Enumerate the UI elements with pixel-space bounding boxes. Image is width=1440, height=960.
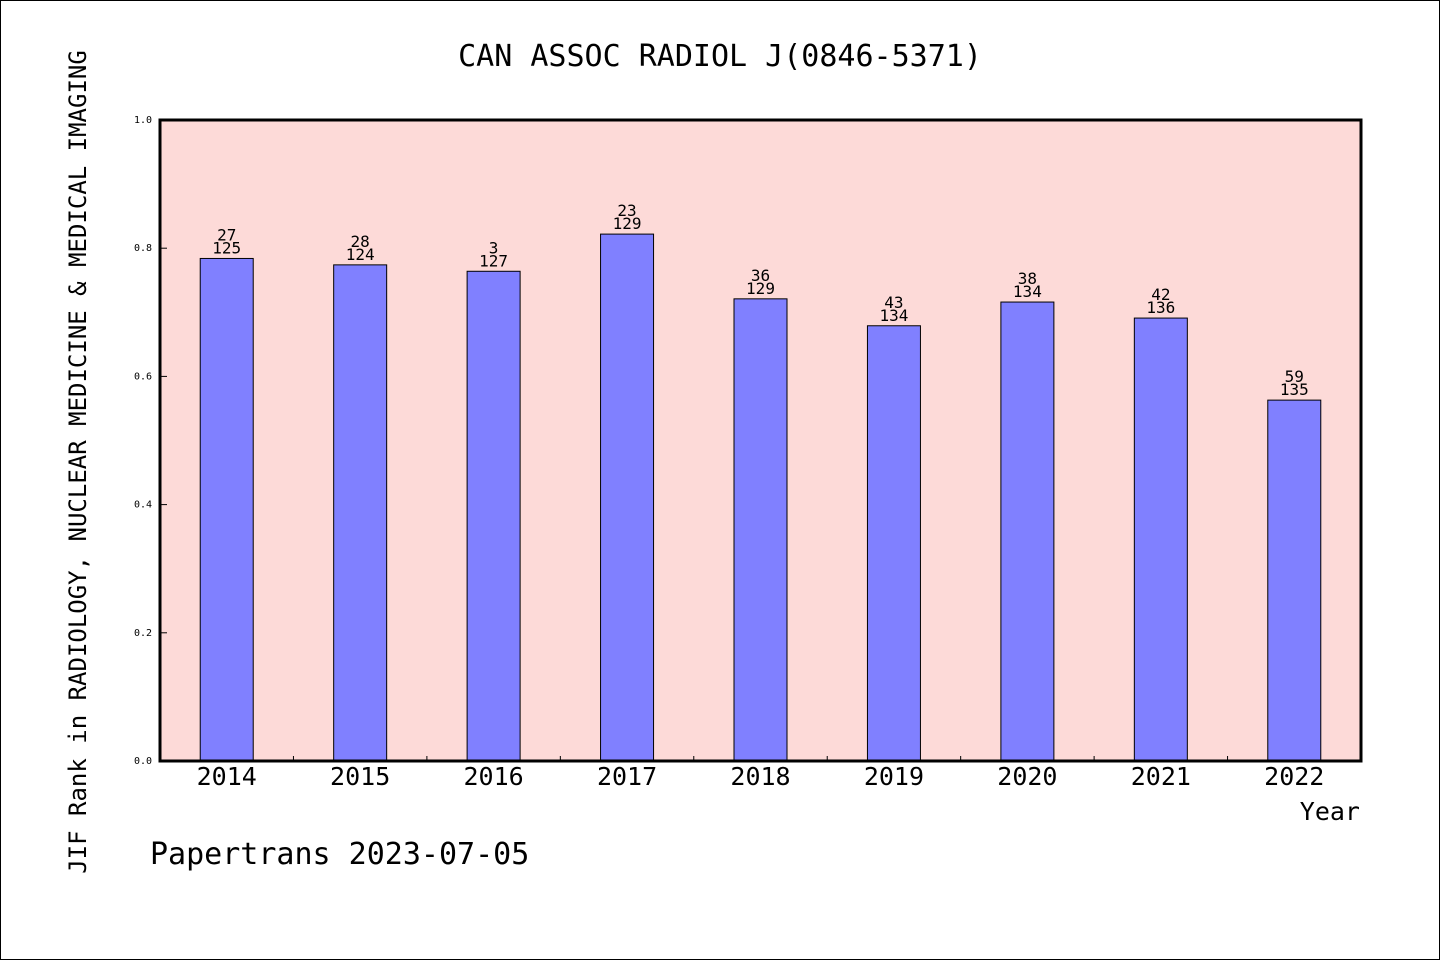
data-label-rank: 3 — [489, 238, 499, 257]
bar-2017 — [600, 233, 655, 762]
x-axis-label: Year — [1300, 797, 1360, 826]
bar-2016 — [466, 270, 521, 762]
data-label-total: 134 — [879, 306, 908, 325]
data-label-total: 127 — [479, 251, 508, 270]
data-label-rank: 27 — [217, 225, 236, 244]
data-label-total: 135 — [1280, 380, 1309, 399]
plot-border — [158, 118, 1363, 763]
data-label-rank: 42 — [1151, 285, 1170, 304]
data-label-total: 124 — [346, 245, 375, 264]
x-tick-label: 2014 — [197, 762, 257, 791]
data-label-rank: 23 — [617, 201, 636, 220]
data-label-rank: 36 — [751, 266, 770, 285]
data-label-total: 129 — [746, 279, 775, 298]
x-tick-label: 2020 — [997, 762, 1057, 791]
data-label-total: 129 — [613, 214, 642, 233]
y-axis-label: JIF Rank in RADIOLOGY, NUCLEAR MEDICINE … — [64, 50, 92, 874]
bars-group — [199, 233, 1322, 762]
x-tick-label: 2019 — [864, 762, 924, 791]
x-tick-label: 2017 — [597, 762, 657, 791]
data-label-total: 136 — [1146, 298, 1175, 317]
data-label-rank: 38 — [1018, 269, 1037, 288]
bar-2021 — [1133, 317, 1188, 762]
bar-2015 — [333, 264, 388, 762]
y-tick-label: 0.4 — [134, 500, 152, 511]
y-tick-label: 0.6 — [134, 371, 152, 382]
data-label-total: 125 — [212, 238, 241, 257]
x-axis: 2014 2015 2016 2017 2018 2019 2020 2021 2022 — [197, 756, 1324, 791]
x-tick-label: 2016 — [464, 762, 524, 791]
footer-text: Papertrans 2023-07-05 — [150, 837, 529, 872]
y-tick-label: 1.0 — [134, 115, 152, 126]
bar-2014 — [199, 257, 254, 762]
x-tick-label: 2021 — [1131, 762, 1191, 791]
data-label-rank: 28 — [351, 232, 370, 251]
x-tick-label: 2022 — [1264, 762, 1324, 791]
chart-title: CAN ASSOC RADIOL J(0846-5371) — [458, 39, 982, 74]
bar-2019 — [866, 325, 921, 762]
bar-2018 — [733, 298, 788, 762]
bar-2022 — [1267, 399, 1322, 762]
data-label-rank: 43 — [884, 293, 903, 312]
x-tick-label: 2015 — [330, 762, 390, 791]
y-tick-label: 0.2 — [134, 628, 152, 639]
data-label-total: 134 — [1013, 282, 1042, 301]
y-tick-label: 0.8 — [134, 243, 152, 254]
y-tick-label: 0.0 — [134, 756, 152, 767]
data-label-rank: 59 — [1285, 367, 1304, 386]
bar-2020 — [1000, 301, 1055, 762]
x-tick-label: 2018 — [730, 762, 790, 791]
